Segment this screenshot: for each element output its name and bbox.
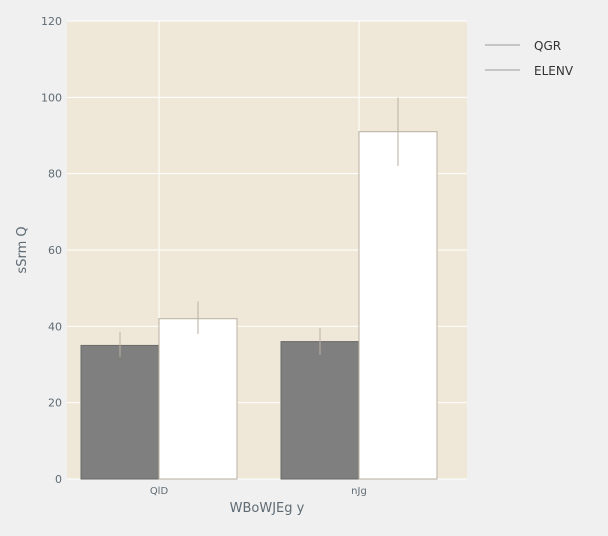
- bar-QGR-QlD: [80, 344, 160, 480]
- y-axis-label: sSrm Q: [15, 226, 30, 273]
- legend-label-QGR: QGR: [534, 39, 561, 53]
- legend: QGR ELENV: [485, 39, 574, 78]
- y-tick-label: 60: [48, 244, 62, 257]
- x-tick-label: QlD: [150, 486, 169, 497]
- bar-QGR-nJg: [280, 341, 360, 480]
- y-tick-label: 100: [41, 91, 62, 104]
- x-axis-ticks: QlD nJg: [150, 486, 367, 497]
- bar-ELENV-nJg: [358, 131, 438, 480]
- legend-label-ELENV: ELENV: [534, 64, 574, 78]
- y-tick-label: 20: [48, 397, 62, 410]
- error-bars: [119, 97, 399, 357]
- x-tick-label: nJg: [351, 486, 367, 497]
- y-axis-ticks: 0 20 40 60 80 100 120: [41, 15, 62, 486]
- x-axis-label: WBoWJEg y: [230, 501, 305, 516]
- y-tick-label: 0: [55, 473, 62, 486]
- bar-ELENV-QlD: [158, 318, 238, 480]
- y-tick-label: 40: [48, 320, 62, 333]
- bars: [80, 131, 438, 480]
- y-tick-label: 120: [41, 15, 62, 28]
- y-tick-label: 80: [48, 168, 62, 181]
